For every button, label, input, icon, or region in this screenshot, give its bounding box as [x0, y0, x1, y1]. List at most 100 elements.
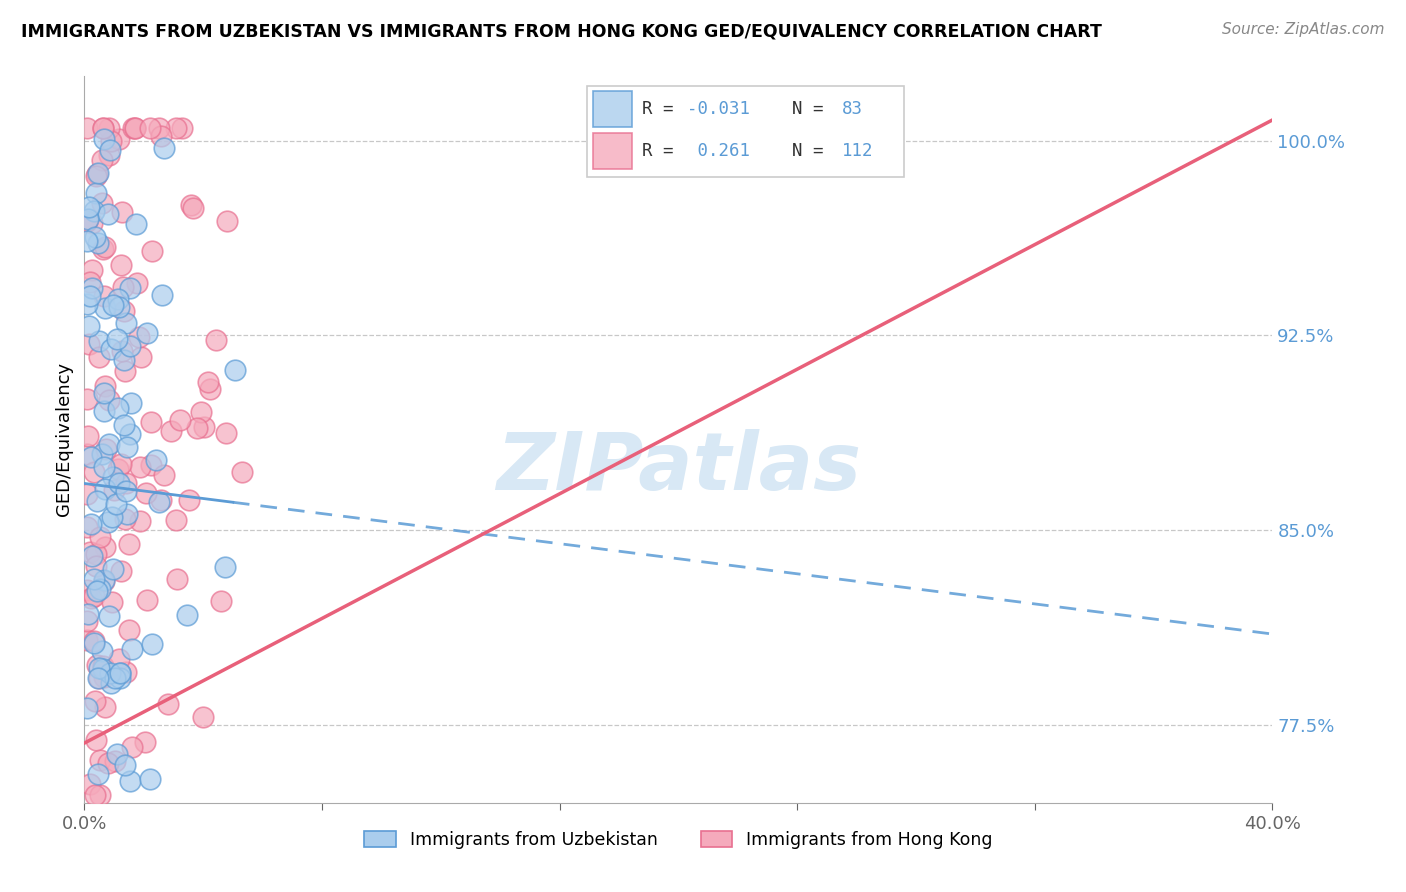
Point — [93, 573, 115, 587]
Point — [205, 334, 228, 348]
Point — [170, 120, 193, 135]
Point — [104, 497, 127, 511]
Point — [84, 788, 107, 802]
Point — [215, 214, 238, 228]
Point — [77, 337, 100, 351]
Point — [141, 458, 163, 472]
Point — [97, 436, 120, 450]
Point — [148, 495, 170, 509]
Point — [76, 446, 98, 460]
Point — [104, 671, 127, 685]
Point — [76, 296, 98, 310]
Point — [112, 303, 135, 318]
Point — [107, 401, 129, 416]
Y-axis label: GED/Equivalency: GED/Equivalency — [55, 362, 73, 516]
Point — [97, 756, 120, 770]
Point — [153, 141, 176, 155]
Point — [110, 564, 132, 578]
Point — [120, 396, 142, 410]
Point — [76, 120, 98, 135]
Point — [134, 735, 156, 749]
Point — [87, 671, 110, 685]
Point — [110, 457, 132, 471]
Point — [108, 666, 131, 681]
Point — [120, 339, 142, 353]
Point — [141, 637, 163, 651]
Point — [231, 466, 253, 480]
Point — [93, 386, 115, 401]
Point — [114, 512, 136, 526]
Point — [76, 213, 98, 227]
Point — [186, 421, 208, 435]
Text: N =: N = — [770, 142, 834, 161]
Point — [84, 547, 107, 561]
Point — [76, 235, 98, 249]
Point — [166, 572, 188, 586]
Text: R =: R = — [641, 100, 683, 118]
Point — [120, 281, 142, 295]
Point — [118, 624, 141, 638]
Point — [83, 465, 105, 479]
Point — [83, 589, 105, 603]
Point — [110, 258, 132, 272]
Point — [76, 633, 98, 648]
Point — [156, 697, 179, 711]
Point — [110, 665, 132, 680]
Point — [141, 244, 163, 259]
Point — [104, 755, 127, 769]
Point — [87, 350, 110, 364]
Point — [150, 493, 173, 508]
Point — [115, 507, 138, 521]
Point — [215, 426, 238, 441]
Point — [77, 428, 100, 442]
Point — [98, 147, 121, 161]
Point — [118, 536, 141, 550]
Point — [198, 382, 221, 396]
Point — [84, 558, 107, 573]
Point — [124, 120, 146, 135]
Point — [86, 186, 108, 200]
Text: Source: ZipAtlas.com: Source: ZipAtlas.com — [1222, 22, 1385, 37]
Point — [108, 132, 131, 146]
Text: N =: N = — [770, 100, 834, 118]
Point — [108, 476, 131, 491]
Point — [89, 334, 111, 349]
Point — [80, 216, 103, 230]
Point — [149, 128, 172, 143]
Point — [89, 530, 111, 544]
Point — [105, 332, 128, 346]
Point — [107, 292, 129, 306]
Point — [93, 404, 115, 418]
Point — [135, 326, 157, 341]
Point — [76, 487, 98, 501]
Point — [121, 120, 143, 135]
Point — [86, 583, 108, 598]
Point — [93, 662, 115, 676]
Point — [197, 376, 219, 390]
Point — [165, 513, 187, 527]
Point — [83, 572, 105, 586]
Point — [76, 212, 98, 227]
Point — [79, 275, 101, 289]
Point — [94, 379, 117, 393]
Point — [105, 747, 128, 761]
Point — [93, 289, 115, 303]
Legend: Immigrants from Uzbekistan, Immigrants from Hong Kong: Immigrants from Uzbekistan, Immigrants f… — [357, 824, 1000, 856]
Point — [112, 418, 135, 433]
Point — [176, 607, 198, 622]
Point — [94, 301, 117, 315]
Point — [93, 239, 115, 253]
Point — [82, 263, 104, 277]
Point — [121, 641, 143, 656]
Point — [111, 344, 134, 359]
Point — [80, 280, 103, 294]
Text: 83: 83 — [842, 100, 863, 118]
Point — [94, 700, 117, 714]
Point — [209, 594, 232, 608]
Point — [112, 279, 135, 293]
Point — [125, 218, 148, 232]
Point — [83, 694, 105, 708]
Point — [79, 777, 101, 791]
Point — [86, 494, 108, 508]
Point — [169, 413, 191, 427]
